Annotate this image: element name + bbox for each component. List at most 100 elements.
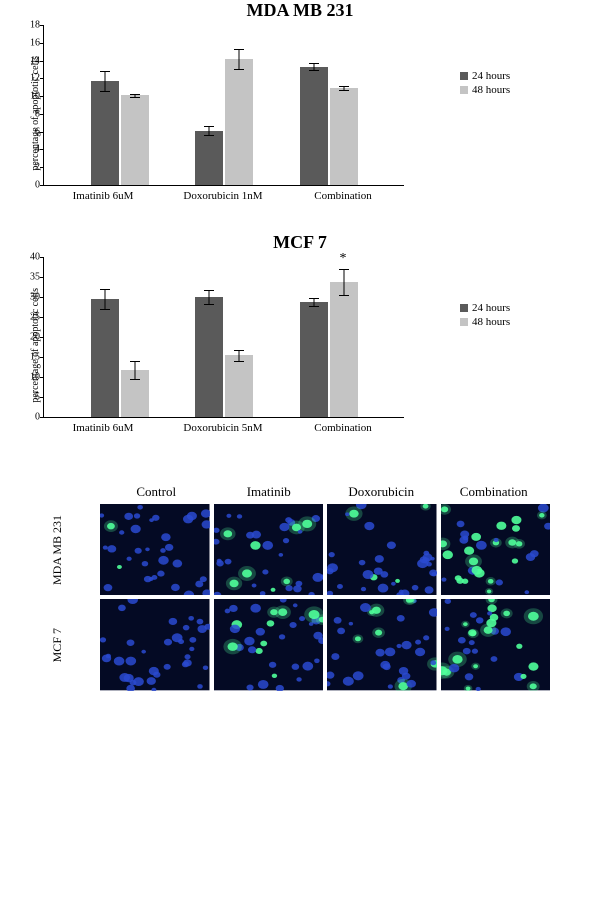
grid-row-label: MCF 7 bbox=[50, 628, 100, 662]
grid-row-label: MDA MB 231 bbox=[50, 515, 100, 585]
bar bbox=[91, 81, 119, 185]
ytick-label: 16 bbox=[30, 37, 44, 48]
xtick-label: Imatinib 6uM bbox=[43, 190, 163, 202]
microscopy-cell bbox=[441, 599, 551, 690]
chart1-legend: 24 hours 48 hours bbox=[460, 70, 510, 98]
error-cap bbox=[234, 69, 244, 70]
ytick-label: 30 bbox=[30, 292, 44, 303]
grid-col-header: Combination bbox=[438, 484, 551, 504]
ytick-label: 14 bbox=[30, 55, 44, 66]
error-bar bbox=[209, 290, 210, 304]
error-cap bbox=[204, 135, 214, 136]
ytick-label: 10 bbox=[30, 372, 44, 383]
error-cap bbox=[130, 94, 140, 95]
ytick-label: 18 bbox=[30, 20, 44, 31]
legend-swatch bbox=[460, 72, 468, 80]
error-bar bbox=[343, 269, 344, 295]
ytick-label: 25 bbox=[30, 312, 44, 323]
error-cap bbox=[100, 309, 110, 310]
bar bbox=[195, 131, 223, 185]
chart1-plot: 024681012141618 bbox=[43, 25, 404, 186]
ytick-label: 0 bbox=[35, 180, 44, 191]
error-bar bbox=[239, 350, 240, 360]
error-cap bbox=[130, 379, 140, 380]
xtick-label: Combination bbox=[283, 422, 403, 434]
grid-col-header: Control bbox=[100, 484, 213, 504]
error-cap bbox=[339, 269, 349, 270]
microscopy-cell bbox=[214, 599, 324, 690]
chart1-title: MDA MB 231 bbox=[0, 0, 600, 21]
legend-item: 48 hours bbox=[460, 84, 510, 96]
microscopy-cell bbox=[100, 599, 210, 690]
ytick-label: 15 bbox=[30, 352, 44, 363]
error-cap bbox=[100, 91, 110, 92]
xtick-label: Combination bbox=[283, 190, 403, 202]
ytick-label: 40 bbox=[30, 252, 44, 263]
microscopy-cell bbox=[214, 504, 324, 595]
ytick-label: 5 bbox=[35, 392, 44, 403]
error-cap bbox=[339, 295, 349, 296]
bar bbox=[91, 299, 119, 417]
error-cap bbox=[100, 289, 110, 290]
error-cap bbox=[130, 361, 140, 362]
legend-item: 24 hours bbox=[460, 70, 510, 82]
legend-label: 48 hours bbox=[472, 84, 510, 96]
grid-rows: MDA MB 231 MCF 7 bbox=[50, 504, 550, 691]
error-bar bbox=[239, 49, 240, 69]
error-cap bbox=[204, 126, 214, 127]
chart1-wrap: percentage of apoptotic cells 0246810121… bbox=[0, 25, 600, 202]
bar bbox=[330, 88, 358, 185]
xtick-label: Imatinib 6uM bbox=[43, 422, 163, 434]
error-bar bbox=[209, 126, 210, 135]
error-bar bbox=[104, 71, 105, 91]
chart-mda-mb-231: MDA MB 231 percentage of apoptotic cells… bbox=[0, 0, 600, 202]
chart2-axis: 0510152025303540* Imatinib 6uMDoxorubici… bbox=[43, 257, 404, 434]
annotation-star: * bbox=[340, 251, 347, 267]
error-cap bbox=[100, 71, 110, 72]
microscopy-cell bbox=[327, 599, 437, 690]
bar bbox=[300, 67, 328, 185]
error-cap bbox=[234, 49, 244, 50]
error-cap bbox=[234, 361, 244, 362]
ytick-label: 12 bbox=[30, 73, 44, 84]
chart2-title: MCF 7 bbox=[0, 232, 600, 253]
legend-item: 48 hours bbox=[460, 316, 510, 328]
legend-label: 24 hours bbox=[472, 70, 510, 82]
error-bar bbox=[104, 289, 105, 309]
microscopy-cell bbox=[100, 504, 210, 595]
bar bbox=[121, 95, 149, 185]
error-cap bbox=[309, 63, 319, 64]
chart2-xlabels: Imatinib 6uMDoxorubicin 5nMCombination bbox=[43, 422, 403, 434]
error-cap bbox=[309, 298, 319, 299]
legend-swatch bbox=[460, 86, 468, 94]
grid-col-header: Imatinib bbox=[213, 484, 326, 504]
grid-row: MDA MB 231 bbox=[50, 504, 550, 595]
error-cap bbox=[309, 306, 319, 307]
bar bbox=[330, 282, 358, 417]
microscopy-cell bbox=[441, 504, 551, 595]
error-cap bbox=[339, 86, 349, 87]
chart2-legend: 24 hours 48 hours bbox=[460, 302, 510, 330]
legend-item: 24 hours bbox=[460, 302, 510, 314]
figure: MDA MB 231 percentage of apoptotic cells… bbox=[0, 0, 600, 715]
ytick-label: 4 bbox=[35, 144, 44, 155]
legend-swatch bbox=[460, 304, 468, 312]
grid-col-header: Doxorubicin bbox=[325, 484, 438, 504]
error-bar bbox=[313, 63, 314, 70]
chart2-ylabel: percentage of apoptotic cells bbox=[30, 288, 41, 403]
legend-label: 24 hours bbox=[472, 302, 510, 314]
microscopy-cell bbox=[327, 504, 437, 595]
ytick-label: 20 bbox=[30, 332, 44, 343]
legend-label: 48 hours bbox=[472, 316, 510, 328]
grid-row-cells bbox=[100, 504, 550, 595]
error-bar bbox=[313, 298, 314, 306]
ytick-label: 6 bbox=[35, 126, 44, 137]
ytick-label: 0 bbox=[35, 412, 44, 423]
error-cap bbox=[204, 290, 214, 291]
chart1-xlabels: Imatinib 6uMDoxorubicin 1nMCombination bbox=[43, 190, 403, 202]
error-cap bbox=[339, 90, 349, 91]
grid-col-headers: ControlImatinibDoxorubicinCombination bbox=[100, 484, 550, 504]
bar bbox=[225, 355, 253, 417]
chart-mcf-7: MCF 7 percentage of apoptotic cells 0510… bbox=[0, 232, 600, 434]
error-bar bbox=[134, 361, 135, 379]
